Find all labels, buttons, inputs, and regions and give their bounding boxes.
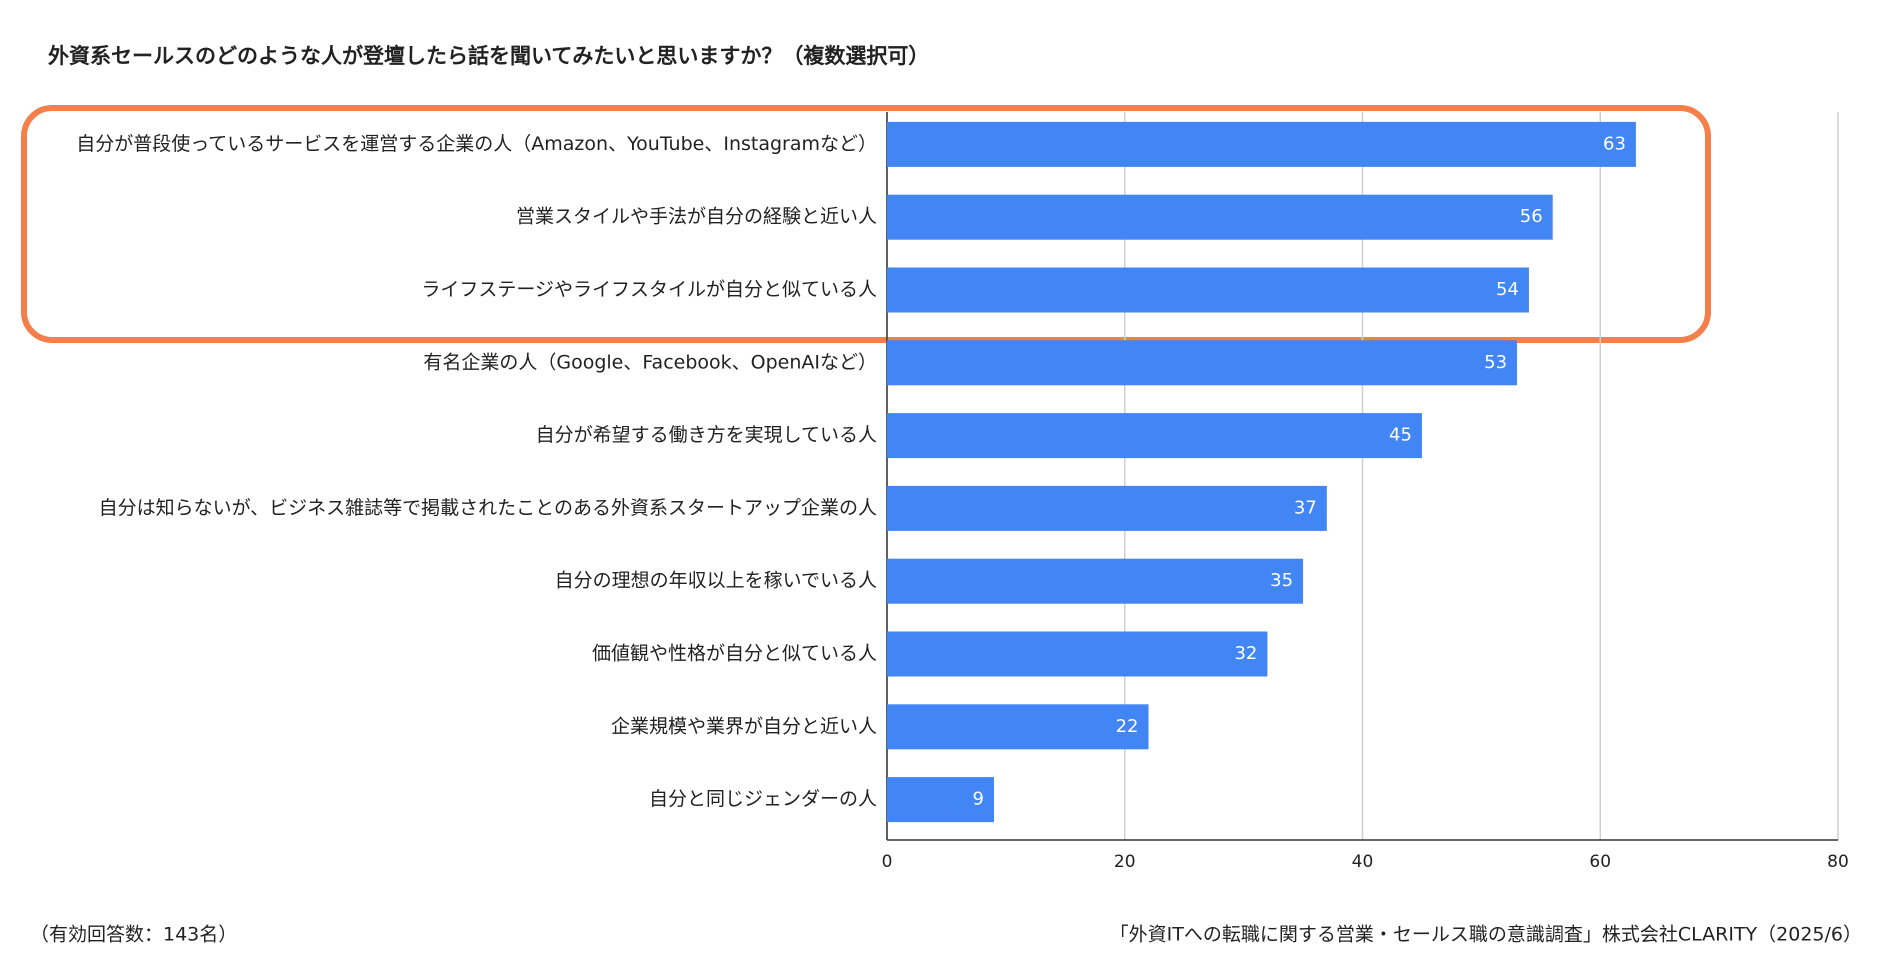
bar <box>887 340 1518 386</box>
bar <box>887 631 1268 677</box>
y-tick-label: 企業規模や業界が自分と近い人 <box>611 715 877 737</box>
y-tick-label: 自分と同じジェンダーの人 <box>649 788 877 810</box>
value-label: 53 <box>1484 352 1507 373</box>
value-label: 54 <box>1496 279 1519 300</box>
value-label: 35 <box>1270 570 1293 591</box>
x-tick-label: 20 <box>1114 852 1136 872</box>
y-tick-label: 営業スタイルや手法が自分の経験と近い人 <box>516 206 877 228</box>
bar <box>887 704 1149 750</box>
value-label: 45 <box>1389 425 1412 446</box>
chart-title: 外資系セールスのどのような人が登壇したら話を聞いてみたいと思いますか？（複数選択… <box>48 44 929 68</box>
value-label: 37 <box>1294 497 1317 518</box>
bar <box>887 194 1553 240</box>
y-tick-label: 自分は知らないが、ビジネス雑誌等で掲載されたことのある外資系スタートアップ企業の… <box>99 497 877 519</box>
bar <box>887 121 1636 167</box>
y-tick-label: 自分が普段使っているサービスを運営する企業の人（Amazon、YouTube、I… <box>76 133 877 155</box>
highlight-box <box>21 105 1711 343</box>
x-tick-label: 80 <box>1827 852 1849 872</box>
x-tick-label: 60 <box>1589 852 1611 872</box>
source: 「外資ITへの転職に関する営業・セールス職の意識調査」株式会社CLARITY（2… <box>1110 924 1862 946</box>
value-label: 32 <box>1234 643 1257 664</box>
bar <box>887 558 1304 604</box>
bar <box>887 777 994 823</box>
bar <box>887 485 1327 531</box>
bar <box>887 413 1422 459</box>
value-label: 9 <box>973 789 984 810</box>
y-tick-label: 自分の理想の年収以上を稼いでいる人 <box>555 570 877 592</box>
value-label: 22 <box>1116 716 1139 737</box>
y-tick-label: 自分が希望する働き方を実現している人 <box>536 424 877 446</box>
y-tick-label: 有名企業の人（Google、Facebook、OpenAIなど） <box>423 351 877 373</box>
y-tick-label: ライフステージやライフスタイルが自分と似ている人 <box>421 279 877 301</box>
x-tick-label: 40 <box>1352 852 1374 872</box>
bar <box>887 267 1529 313</box>
note: （有効回答数：143名） <box>30 924 237 946</box>
value-label: 56 <box>1520 206 1543 227</box>
value-label: 63 <box>1603 133 1626 154</box>
y-tick-label: 価値観や性格が自分と似ている人 <box>592 643 877 665</box>
x-tick-label: 0 <box>882 852 893 872</box>
